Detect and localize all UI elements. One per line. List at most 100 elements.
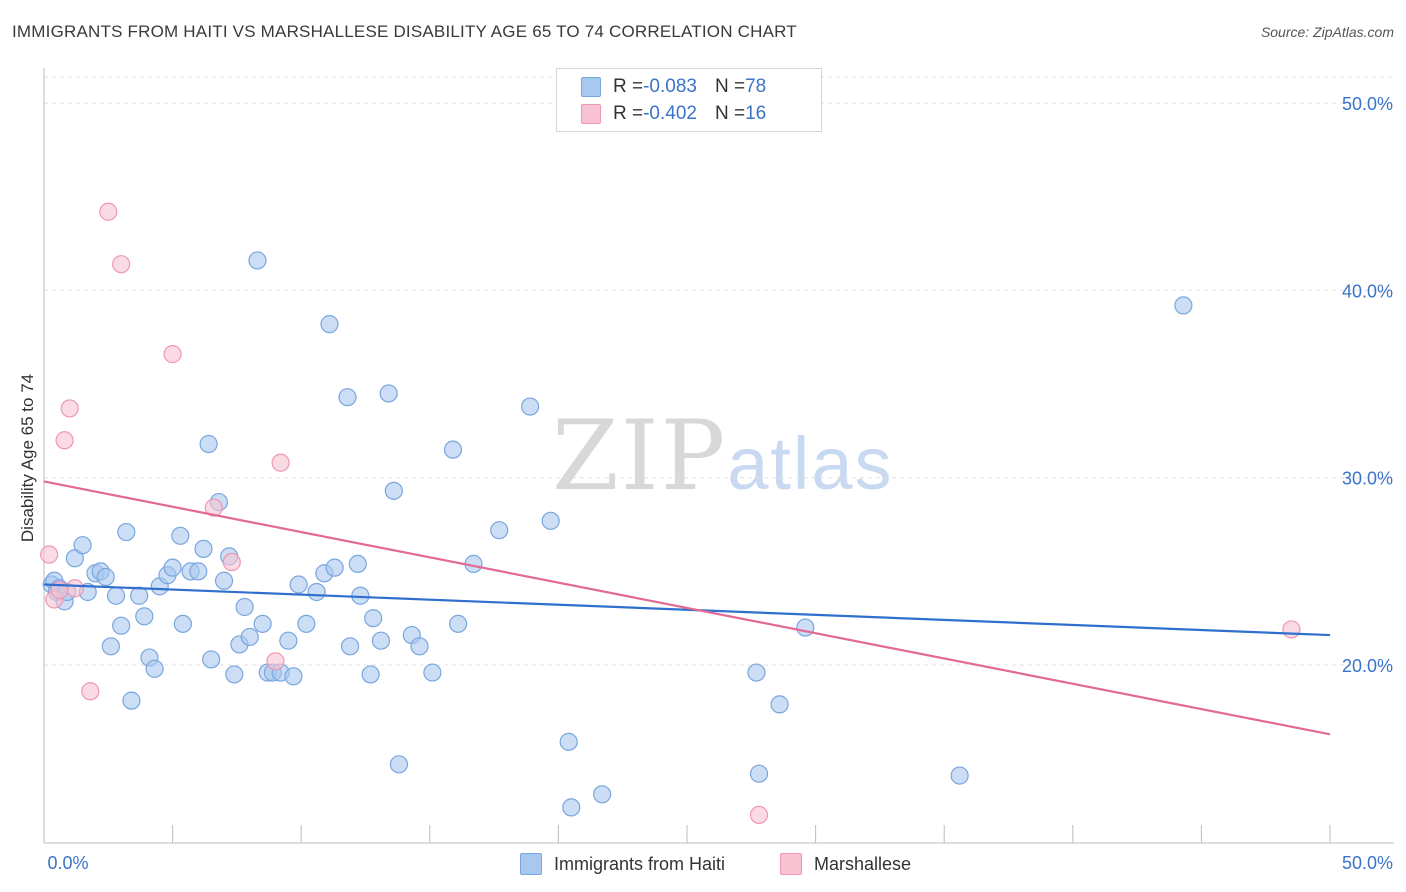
correlation-legend: R = -0.083 N = 78 R = -0.402 N = 16 — [556, 68, 822, 132]
watermark: ZIPatlas — [552, 400, 894, 512]
haiti-point — [593, 785, 612, 804]
haiti-point — [248, 251, 267, 270]
legend-r-label: R = — [613, 76, 644, 97]
marshallese-point — [749, 805, 769, 825]
haiti-point — [796, 618, 815, 637]
haiti-point — [364, 609, 383, 628]
chart-title: IMMIGRANTS FROM HAITI VS MARSHALLESE DIS… — [12, 22, 797, 41]
haiti-point — [490, 521, 509, 540]
haiti-point — [307, 582, 326, 602]
haiti-point — [338, 388, 357, 407]
haiti-point — [253, 614, 272, 633]
haiti-point — [559, 732, 578, 751]
haiti-point — [122, 691, 141, 710]
haiti-point — [297, 614, 316, 633]
legend-r-value: -0.083 — [643, 76, 697, 97]
marshallese-point — [60, 399, 79, 418]
haiti-point — [562, 798, 581, 817]
haiti-point — [225, 665, 244, 684]
watermark-atlas: atlas — [727, 422, 894, 505]
haiti-point — [348, 554, 367, 573]
marshallese-trend-line — [43, 480, 1331, 736]
haiti-point — [73, 536, 92, 555]
haiti-point — [747, 663, 766, 682]
y-tick-label: 30.0% — [1342, 469, 1393, 489]
haiti-point — [289, 575, 308, 594]
haiti-point — [950, 766, 969, 785]
haiti-point — [340, 637, 360, 656]
legend-swatch-haiti — [581, 77, 601, 97]
x-tick-label: 50.0% — [1342, 853, 1393, 873]
marshallese-point — [266, 652, 285, 671]
haiti-point — [101, 637, 120, 656]
haiti-point — [199, 434, 218, 454]
haiti-point — [171, 526, 190, 545]
haiti-point — [379, 384, 398, 403]
x-tick-label: 0.0% — [47, 853, 88, 873]
marshallese-point — [1282, 620, 1301, 639]
haiti-point — [173, 614, 192, 633]
haiti-point — [202, 650, 221, 669]
haiti-point — [240, 627, 259, 647]
marshallese-point — [81, 682, 100, 701]
bottom-legend-haiti: Immigrants from Haiti — [520, 852, 725, 876]
legend-n-label: N = — [714, 76, 746, 97]
source-label: Source: ZipAtlas.com — [1260, 24, 1394, 40]
haiti-point — [325, 558, 344, 577]
haiti-point — [112, 616, 131, 635]
haiti-point — [423, 663, 442, 682]
haiti-point — [106, 586, 126, 605]
legend-row-marshallese: R = -0.402 N = 16 — [581, 103, 766, 125]
marshallese-point — [99, 202, 118, 221]
legend-swatch-marshallese — [581, 104, 601, 124]
y-tick-label: 40.0% — [1342, 281, 1393, 301]
legend-n-value: 78 — [745, 76, 767, 97]
legend-r-value: -0.402 — [643, 103, 697, 124]
legend-row-haiti: R = -0.083 N = 78 — [581, 76, 766, 98]
haiti-point — [279, 631, 298, 650]
haiti-point — [443, 440, 463, 459]
marshallese-point — [204, 498, 223, 517]
legend-n-label: N = — [714, 103, 746, 124]
haiti-point — [235, 597, 254, 617]
haiti-point — [389, 755, 409, 774]
haiti-point — [96, 567, 115, 587]
haiti-point — [117, 522, 136, 542]
haiti-point — [320, 315, 339, 334]
y-tick-label: 50.0% — [1342, 94, 1393, 114]
marshallese-point — [40, 545, 59, 564]
legend-label-marshallese: Marshallese — [814, 853, 912, 874]
legend-n-value: 16 — [745, 103, 767, 124]
marshallese-point — [55, 431, 74, 450]
legend-swatch-marshallese — [780, 853, 802, 875]
haiti-trend-line — [43, 583, 1331, 637]
y-axis-label: Disability Age 65 to 74 — [18, 374, 37, 542]
haiti-point — [163, 558, 182, 577]
haiti-point — [214, 571, 234, 590]
legend-swatch-haiti — [520, 853, 542, 875]
marshallese-point — [271, 453, 290, 472]
haiti-point — [384, 481, 403, 500]
haiti-point — [371, 631, 391, 650]
haiti-point — [145, 659, 164, 678]
legend-label-haiti: Immigrants from Haiti — [554, 853, 726, 874]
haiti-point — [410, 637, 429, 656]
marshallese-point — [112, 255, 131, 274]
haiti-point — [194, 539, 213, 559]
legend-r-label: R = — [613, 103, 644, 124]
marshallese-point — [65, 579, 84, 598]
bottom-legend-marshallese: Marshallese — [780, 852, 911, 876]
marshallese-point — [222, 552, 241, 572]
haiti-point — [189, 562, 208, 581]
watermark-zip: ZIP — [552, 400, 728, 512]
haiti-point — [361, 665, 380, 684]
haiti-point — [541, 511, 560, 530]
haiti-point — [749, 764, 769, 783]
haiti-point — [284, 667, 303, 686]
haiti-point — [448, 614, 468, 633]
haiti-point — [135, 607, 154, 626]
haiti-point — [1174, 296, 1193, 315]
haiti-point — [770, 695, 789, 714]
marshallese-point — [163, 345, 182, 364]
